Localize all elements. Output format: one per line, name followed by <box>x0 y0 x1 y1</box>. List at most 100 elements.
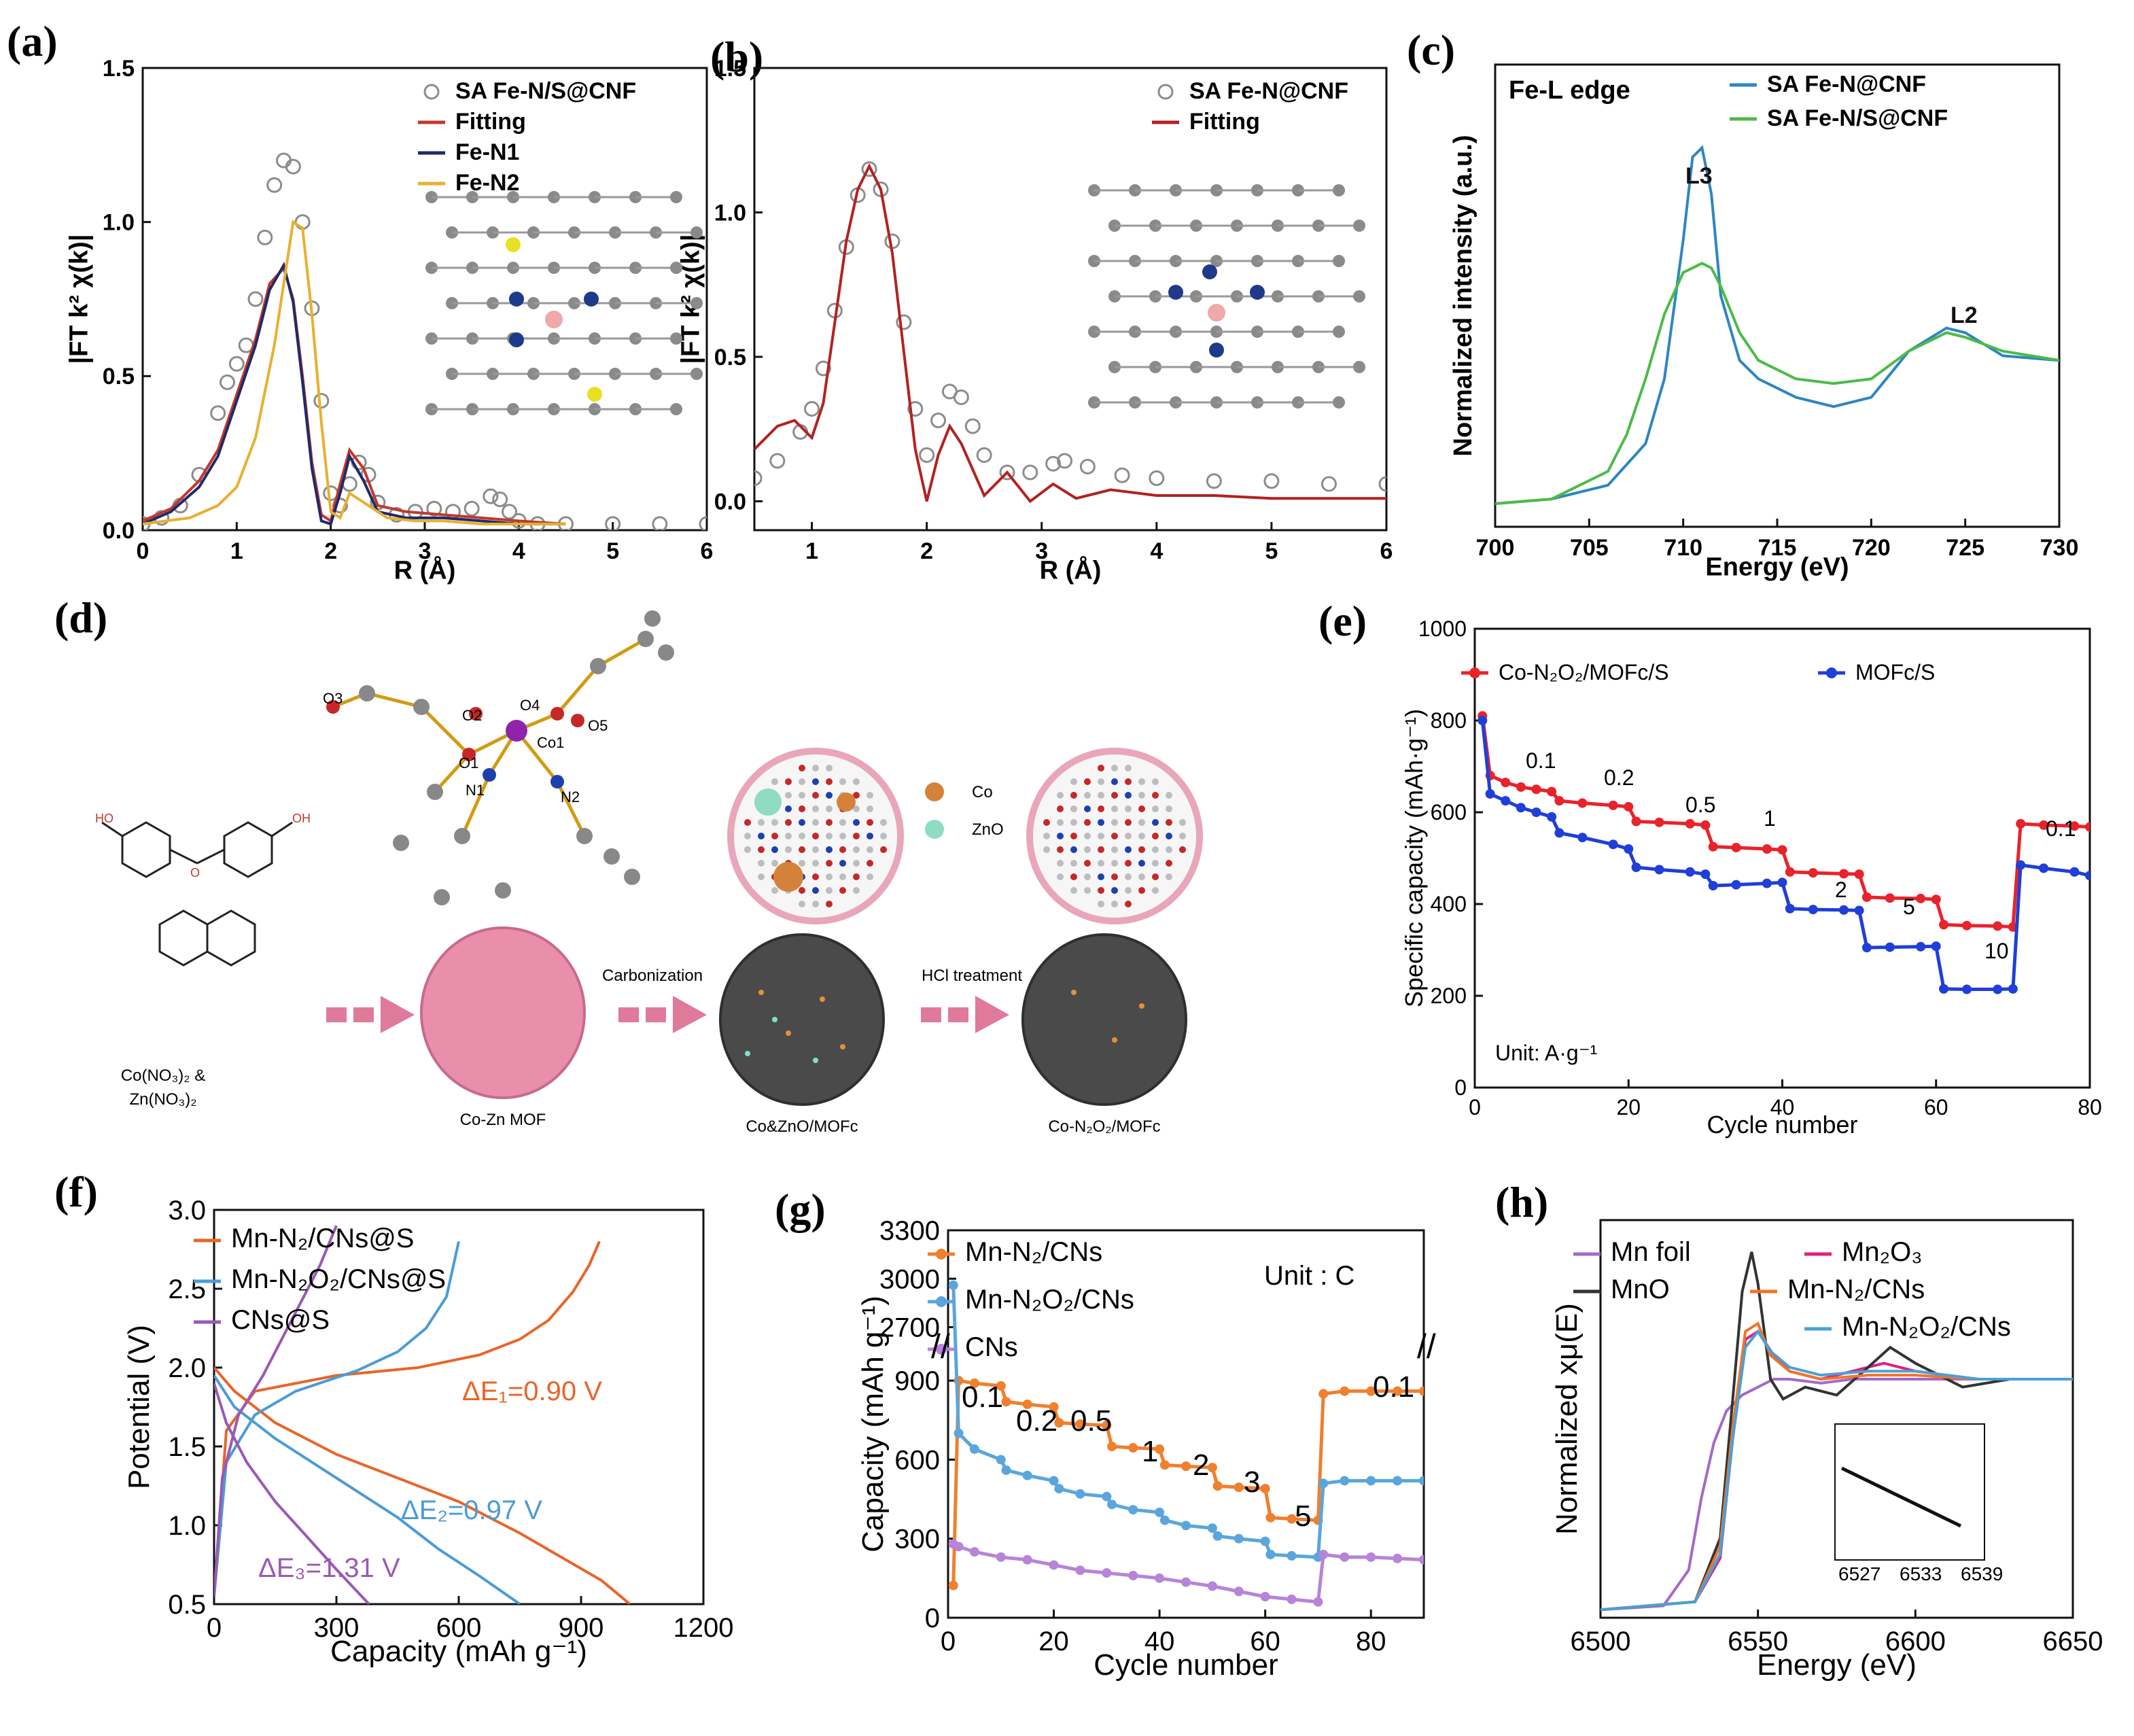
y-axis-label: |FT k² χ(k)| <box>65 235 93 364</box>
data-point <box>1054 1484 1064 1494</box>
data-point <box>1685 818 1695 829</box>
data-point <box>1075 1489 1085 1499</box>
y-tick-label: 2700 <box>879 1313 940 1343</box>
atom-label-Co1: Co1 <box>537 734 564 751</box>
data-point <box>1654 817 1664 827</box>
data-point <box>2069 867 2080 877</box>
data-point <box>257 229 273 245</box>
atom-label-O2: O2 <box>462 707 482 724</box>
molecule-inset-b <box>1088 184 1365 409</box>
rate-label: 2 <box>1193 1448 1209 1482</box>
data-point <box>1608 839 1618 850</box>
data-point <box>2016 860 2026 870</box>
process-arrows <box>326 996 1009 1033</box>
svg-text:OH: OH <box>292 812 311 825</box>
atom-label-O3: O3 <box>323 690 343 707</box>
data-point <box>815 360 831 377</box>
x-tick-label: 705 <box>1570 535 1609 561</box>
rate-label: 2 <box>1835 878 1847 902</box>
rate-label: 1 <box>1764 806 1776 831</box>
x-tick-label: 3 <box>419 538 432 564</box>
data-point <box>1366 1386 1376 1396</box>
data-point <box>2039 863 2049 873</box>
legend-entry: MOFc/S <box>1855 660 1935 684</box>
y-tick-label: 2.5 <box>168 1274 206 1304</box>
svg-text:O: O <box>190 866 200 880</box>
y-tick-label: 0.0 <box>714 489 746 515</box>
x-tick-label: 720 <box>1852 535 1891 561</box>
data-point <box>953 389 969 405</box>
series-line <box>1480 720 2090 992</box>
series-line <box>214 1240 460 1597</box>
step-hcl-treatment: HCl treatment <box>922 967 1022 985</box>
data-point <box>1419 1476 1424 1486</box>
x-axis-label: Cycle number <box>1094 1648 1278 1682</box>
data-point <box>2016 818 2026 829</box>
data-point <box>907 401 924 417</box>
series-line <box>754 163 1386 504</box>
x-axis-label: Cycle number <box>1707 1111 1857 1139</box>
data-point <box>1931 941 1941 952</box>
x-tick-label: 710 <box>1664 535 1702 561</box>
data-point <box>919 447 935 463</box>
data-point <box>1708 881 1718 890</box>
data-point <box>1318 1389 1329 1399</box>
data-point <box>1931 895 1941 905</box>
data-point <box>1861 943 1872 953</box>
data-point <box>1234 1482 1244 1493</box>
data-point <box>804 401 820 417</box>
dopant-atom <box>509 292 524 307</box>
data-point <box>1320 476 1337 492</box>
y-axis-label: Normalized xμ(E) <box>1550 1303 1584 1535</box>
data-point <box>1808 868 1818 878</box>
legend-entry: CNs <box>965 1332 1018 1362</box>
data-point <box>1234 1586 1244 1597</box>
data-point <box>1263 473 1280 489</box>
data-point <box>1962 984 1972 994</box>
data-point <box>1708 841 1718 852</box>
legend-entry: SA Fe-N/S@CNF <box>1767 105 1948 131</box>
data-point <box>1554 828 1564 838</box>
y-axis-label: Capacity (mAh g⁻¹) <box>856 1296 890 1552</box>
data-point <box>2085 871 2090 881</box>
atom-label-N1: N1 <box>466 782 485 799</box>
x-tick-label: 4 <box>512 538 525 564</box>
plot-frame <box>1473 627 2091 1089</box>
data-point <box>285 158 301 175</box>
panel-label-h: (h) <box>1495 1178 1548 1226</box>
data-point <box>1939 984 1949 994</box>
zno-legend-marker <box>925 820 944 839</box>
series-line <box>1495 262 2059 505</box>
data-point <box>1393 1386 1403 1396</box>
data-point <box>483 488 499 504</box>
data-point <box>1340 1552 1350 1562</box>
data-point <box>1318 1549 1329 1559</box>
data-point <box>1287 1550 1297 1561</box>
data-point <box>1839 905 1849 915</box>
y-tick-label: 600 <box>894 1445 940 1475</box>
data-point <box>1181 1577 1191 1587</box>
data-point <box>1340 1476 1350 1486</box>
rate-label: 0.1 <box>962 1381 1003 1414</box>
data-point <box>1159 1515 1170 1525</box>
series-line <box>1600 1378 2073 1612</box>
y-tick-label: 400 <box>1431 892 1467 916</box>
x-tick-label: 6 <box>1380 538 1393 564</box>
lattice-atom <box>1333 396 1345 409</box>
data-point <box>1114 467 1130 483</box>
legend-co: Co <box>972 783 993 801</box>
x-tick-label: 6 <box>701 538 714 564</box>
x-tick-label: 730 <box>2040 535 2079 561</box>
x-tick-label: 40 <box>1770 1095 1795 1119</box>
stage-co-zno-mofc: Co&ZnO/MOFc <box>746 1117 858 1136</box>
x-tick-label: 6550 <box>1728 1627 1788 1656</box>
data-point <box>1102 1421 1112 1431</box>
y-axis-label: Specific capacity (mAh·g⁻¹) <box>1400 709 1428 1007</box>
dopant-atom <box>587 387 602 402</box>
data-point <box>1419 1555 1424 1565</box>
data-point <box>228 355 245 372</box>
annotation: ΔE₂=0.97 V <box>401 1495 542 1525</box>
panel-label-c: (c) <box>1407 26 1455 74</box>
chart-title: Fe-L edge <box>1509 76 1630 105</box>
data-point <box>1839 869 1849 879</box>
